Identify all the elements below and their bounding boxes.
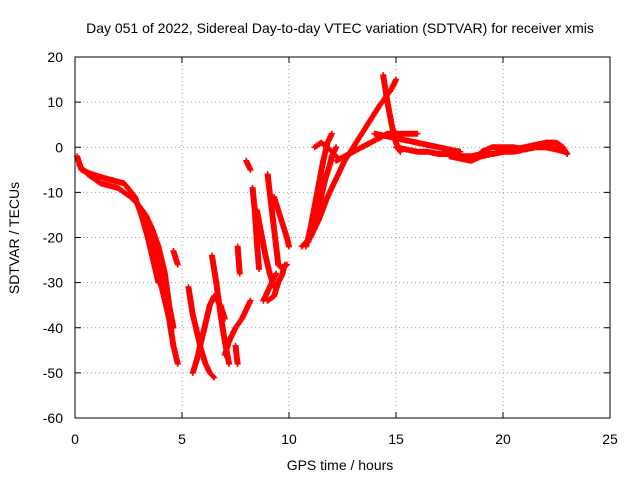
series-seg9	[221, 297, 254, 358]
data-point-markers	[305, 144, 340, 245]
x-tick-label: 10	[281, 431, 297, 447]
x-axis-label: GPS time / hours	[287, 457, 394, 473]
y-tick-label: 10	[47, 94, 63, 110]
series-seg5	[170, 248, 181, 268]
series-seg10	[232, 342, 241, 367]
y-axis-label: SDTVAR / TECUs	[6, 182, 22, 294]
series-seg11	[234, 243, 243, 277]
y-tick-label: -50	[43, 365, 63, 381]
y-tick-label: -10	[43, 184, 63, 200]
data-point-markers	[264, 171, 282, 268]
series-seg15	[260, 270, 280, 304]
series-seg19	[264, 261, 288, 304]
data-points	[74, 72, 571, 381]
data-point-markers	[140, 211, 171, 300]
series-seg22	[305, 144, 340, 245]
series-seg4	[140, 211, 171, 300]
x-tick-label: 15	[388, 431, 404, 447]
series-seg26	[371, 130, 464, 155]
series-seg12	[243, 157, 254, 173]
x-tick-label: 25	[602, 431, 618, 447]
y-tick-label: 0	[55, 139, 63, 155]
y-tick-label: 20	[47, 49, 63, 65]
y-tick-label: -40	[43, 320, 63, 336]
data-point-markers	[221, 297, 254, 358]
data-point-markers	[500, 139, 571, 158]
chart-title: Day 051 of 2022, Sidereal Day-to-day VTE…	[86, 20, 594, 36]
series-seg30	[500, 139, 571, 158]
data-point-markers	[271, 193, 292, 250]
data-point-markers	[232, 342, 241, 367]
y-tick-label: -20	[43, 230, 63, 246]
plot-frame	[74, 56, 611, 419]
data-point-markers	[234, 243, 243, 277]
series-seg23	[311, 139, 340, 160]
x-tick-label: 20	[495, 431, 511, 447]
y-tick-label: -30	[43, 275, 63, 291]
series-seg16	[264, 171, 282, 268]
data-point-markers	[243, 157, 254, 173]
data-point-markers	[146, 234, 181, 367]
y-tick-labels: -60 -50 -40 -30 -20 -10 0 10 20	[43, 49, 63, 426]
x-tick-label: 0	[71, 431, 79, 447]
data-point-markers	[264, 261, 288, 304]
data-point-markers	[311, 139, 340, 160]
data-point-markers	[371, 130, 464, 155]
grid	[75, 57, 610, 418]
data-point-markers	[260, 270, 280, 304]
series-seg17	[271, 193, 292, 250]
x-tick-label: 5	[178, 431, 186, 447]
series-seg3	[146, 234, 181, 367]
data-point-markers	[170, 248, 181, 268]
x-tick-labels: 0 5 10 15 20 25	[71, 431, 618, 447]
y-tick-label: -60	[43, 410, 63, 426]
